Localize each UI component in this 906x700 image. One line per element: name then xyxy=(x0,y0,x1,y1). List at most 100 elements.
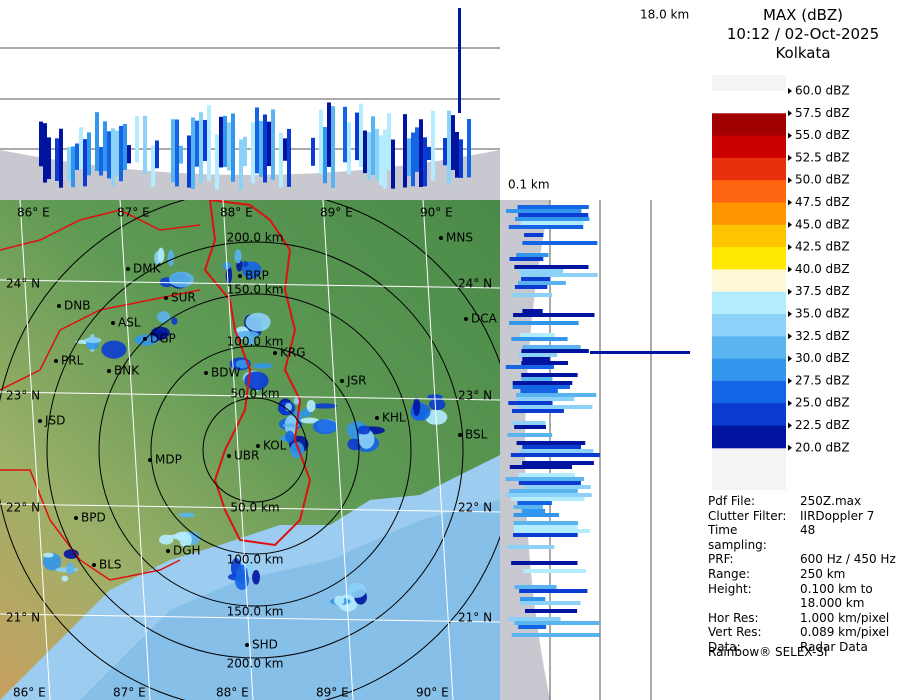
echo xyxy=(107,131,111,179)
echo xyxy=(59,128,63,188)
echo xyxy=(522,241,598,245)
echo xyxy=(518,353,558,357)
echo xyxy=(509,321,579,325)
latitude-label: 21° N xyxy=(6,611,40,625)
echo xyxy=(319,109,323,174)
echo xyxy=(415,127,419,172)
city-label: BNK xyxy=(114,364,140,378)
city-label: BDW xyxy=(211,366,240,380)
legend-label: 50.0 dBZ xyxy=(795,173,850,187)
legend-swatch xyxy=(712,425,786,449)
legend-tick xyxy=(788,110,792,117)
echo xyxy=(511,293,553,297)
parallel xyxy=(0,503,500,513)
echo xyxy=(513,533,578,537)
echo xyxy=(271,109,275,180)
echo xyxy=(514,425,546,429)
city-dot xyxy=(38,419,42,423)
echo xyxy=(413,397,421,416)
legend-tick xyxy=(788,311,792,317)
city-label: MNS xyxy=(446,231,473,245)
city-label: ASL xyxy=(118,316,141,330)
city-dot xyxy=(92,563,96,567)
echo xyxy=(520,389,558,393)
echo xyxy=(467,118,471,178)
range-label: 100.0 km xyxy=(227,553,284,567)
longitude-label: 87° E xyxy=(117,206,150,220)
echo xyxy=(514,265,589,269)
echo xyxy=(522,445,582,449)
echo xyxy=(516,441,586,445)
echo xyxy=(363,130,367,174)
city-label: BPD xyxy=(81,511,106,525)
echo xyxy=(43,552,54,558)
latitude-label: 22° N xyxy=(458,501,492,515)
echo xyxy=(191,117,195,190)
echo xyxy=(43,123,47,183)
echo xyxy=(195,120,199,167)
info-label: PRF: xyxy=(708,552,734,567)
header: MAX (dBZ) 10:12 / 02-Oct-2025 Kolkata xyxy=(700,6,906,63)
city-label: UBR xyxy=(234,449,259,463)
echo xyxy=(508,401,553,405)
echo xyxy=(427,146,431,161)
echo xyxy=(519,597,546,601)
echo xyxy=(508,225,584,229)
echo xyxy=(306,399,316,413)
city-dot xyxy=(464,317,468,321)
echo xyxy=(151,145,155,187)
echo xyxy=(143,115,147,174)
echo xyxy=(511,409,564,413)
echo xyxy=(520,601,581,605)
echo xyxy=(127,145,131,164)
info-panel: Pdf File: 250Z.max Clutter Filter: IIRDoppl… xyxy=(708,494,904,655)
city-dot xyxy=(54,359,58,363)
echo xyxy=(518,481,581,485)
longitude-label: 88° E xyxy=(216,686,249,700)
echo xyxy=(279,132,283,188)
longitude-label: 90° E xyxy=(420,206,453,220)
echo xyxy=(514,285,548,289)
top-height-label: 18.0 km xyxy=(640,8,689,22)
bottom-height-label: 0.1 km xyxy=(508,178,550,192)
info-row: Pdf File: 250Z.max xyxy=(708,494,904,509)
echo xyxy=(357,425,371,435)
info-value: 250Z.max xyxy=(800,494,862,508)
echo xyxy=(243,136,247,166)
echo xyxy=(245,336,256,346)
info-label: Hor Res: xyxy=(708,610,759,625)
meridian xyxy=(422,200,454,700)
city-label: SUR xyxy=(171,291,196,305)
echo xyxy=(517,501,552,505)
echo xyxy=(524,485,591,489)
echo xyxy=(512,381,573,385)
echo xyxy=(47,137,51,180)
echo xyxy=(419,119,423,187)
echo xyxy=(259,120,263,177)
latitude-label: 21° N xyxy=(458,611,492,625)
echo xyxy=(513,313,595,317)
echo xyxy=(383,129,387,189)
echo xyxy=(518,213,589,217)
city-label: SHD xyxy=(252,638,278,652)
city-label: JSR xyxy=(346,374,367,388)
echo xyxy=(231,113,235,182)
echo xyxy=(99,146,103,176)
echo xyxy=(513,525,578,529)
legend-label: 30.0 dBZ xyxy=(795,351,850,365)
range-ring xyxy=(46,241,464,659)
legend-tick xyxy=(788,422,792,429)
echo xyxy=(282,423,300,428)
echo xyxy=(267,121,271,167)
echo xyxy=(521,509,546,513)
echo xyxy=(519,449,594,453)
echo xyxy=(512,385,570,389)
echo xyxy=(522,461,594,465)
legend-label: 52.5 dBZ xyxy=(795,150,850,164)
city-dot xyxy=(340,379,344,383)
longitude-label: 87° E xyxy=(113,686,146,700)
echo xyxy=(179,532,192,548)
city-dot xyxy=(227,454,231,458)
echo xyxy=(234,249,242,264)
